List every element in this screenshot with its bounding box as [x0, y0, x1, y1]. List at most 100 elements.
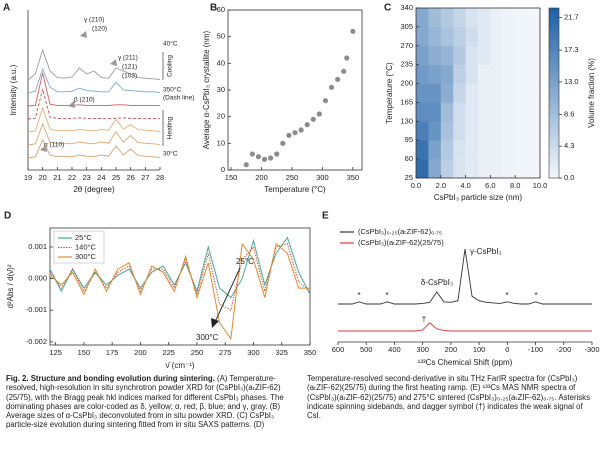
heat-cell [453, 8, 466, 28]
x-axis-label: CsPbI₃ particle size (nm) [434, 193, 523, 202]
x-tick-label: 600 [332, 345, 345, 354]
point [310, 116, 316, 122]
y-tick-label: 40 [217, 58, 225, 67]
y-axis-label: Temperature (°C) [385, 62, 394, 124]
heat-cell [527, 64, 541, 84]
xrd-curve [27, 72, 160, 107]
heat-cell [428, 45, 442, 65]
heat-cell [428, 83, 442, 103]
peak-marker [80, 31, 87, 38]
y-tick-label: 60 [405, 154, 413, 163]
x-tick-label: 400 [388, 345, 401, 354]
heat-cell [428, 121, 442, 141]
heat-cell [527, 102, 541, 122]
x-tick-label: 125 [49, 348, 62, 357]
caption-text: (A) Temperature-resolved, high-resolutio… [6, 374, 590, 430]
heat-cell [440, 121, 454, 141]
heat-cell [440, 140, 454, 160]
point [292, 130, 298, 136]
x-tick-label: 350 [304, 348, 317, 357]
heat-cell [453, 121, 466, 141]
y-tick-label: 0.001 [28, 242, 47, 251]
peak-label: α (110) [44, 142, 64, 149]
xrd-curve [27, 138, 161, 159]
x-tick-label: 150 [78, 348, 91, 357]
point [328, 84, 335, 90]
xrd-curve [27, 67, 161, 94]
y-tick-label: 25 [405, 173, 413, 182]
annotation: δ-CsPbI₃ [421, 278, 453, 287]
heat-cell [502, 159, 516, 179]
caption-label: Fig. 2. [6, 374, 29, 383]
point [261, 156, 268, 162]
point [280, 140, 286, 146]
point [274, 151, 280, 157]
point [344, 55, 350, 61]
x-tick-label: 300 [316, 173, 329, 182]
heat-cell [502, 64, 516, 84]
trend-arrow [214, 267, 241, 323]
heat-cell [515, 102, 528, 122]
x-tick-label: 250 [286, 173, 299, 182]
trend-arrowhead [211, 318, 219, 328]
heat-cell [515, 26, 528, 47]
heat-cell [428, 8, 442, 28]
annotation: * [534, 291, 537, 300]
y-tick-label: 95 [405, 135, 413, 144]
caption-title: Structure and bonding evolution during s… [30, 374, 215, 383]
x-tick-label: 27 [141, 173, 149, 182]
heat-cell [465, 121, 479, 141]
peak-marker [110, 59, 117, 66]
peak-marker [68, 101, 75, 108]
x-tick-label: 0.0 [411, 181, 421, 190]
nmr-spectrum [338, 322, 592, 332]
annotation: * [385, 291, 388, 300]
y-axis-label: d²Abs / d(ν̄)² [6, 264, 15, 308]
x-tick-label: 23 [82, 173, 90, 182]
x-tick-label: 200 [445, 345, 458, 354]
heat-cell [440, 83, 454, 103]
heat-cell [428, 64, 442, 84]
peak-marker [40, 145, 47, 152]
heat-cell [465, 140, 479, 160]
heat-cell [428, 26, 442, 47]
heat-cell [527, 121, 541, 141]
annotation: γ-CsPbI₃ [470, 247, 502, 256]
y-tick-label: 165 [400, 97, 413, 106]
temperature-label: 350°C [163, 86, 181, 94]
heat-cell [515, 64, 528, 84]
point [249, 151, 255, 157]
legend-label: (CsPbI₃)(aₜZIF-62)(25/75) [358, 238, 444, 247]
heat-cell [428, 140, 442, 160]
heat-cell [440, 102, 454, 122]
y-tick-label: 0 [221, 165, 225, 174]
x-axis-label: ¹³³Cs Chemical Shift (ppm) [418, 358, 513, 367]
y-tick-label: 50 [217, 32, 225, 41]
panel-label: E [322, 211, 329, 222]
xrd-curve [27, 106, 161, 133]
x-tick-label: -300 [584, 345, 599, 354]
heat-cell [515, 8, 528, 28]
heat-cell [478, 121, 491, 141]
heat-cell [502, 102, 516, 122]
x-axis-label: Temperature (°C) [264, 185, 326, 194]
heat-cell [416, 102, 429, 122]
legend-label: (CsPbI₃)₀.₂₅(aₜZIF-62)₀.₇₅ [358, 227, 442, 236]
heat-cell [478, 26, 491, 47]
point [298, 127, 304, 133]
heat-cell [502, 83, 516, 103]
annotation: 25°C [236, 257, 254, 266]
annotation: 300°C [196, 333, 219, 342]
heat-cell [416, 140, 429, 160]
panel-label: D [4, 211, 11, 222]
y-tick-label: 10 [217, 138, 225, 147]
heat-cell [490, 8, 504, 28]
x-tick-label: 6.0 [485, 181, 495, 190]
point [286, 132, 292, 138]
x-tick-label: -100 [528, 345, 543, 354]
x-tick-label: 24 [97, 173, 105, 182]
y-tick-label: 60 [217, 5, 225, 14]
figure: A 19 20 21 22 23 24 25 26 27 28 2θ (degree) Intensit… [3, 3, 600, 370]
heat-cell [440, 26, 454, 47]
x-tick-label: 500 [360, 345, 373, 354]
